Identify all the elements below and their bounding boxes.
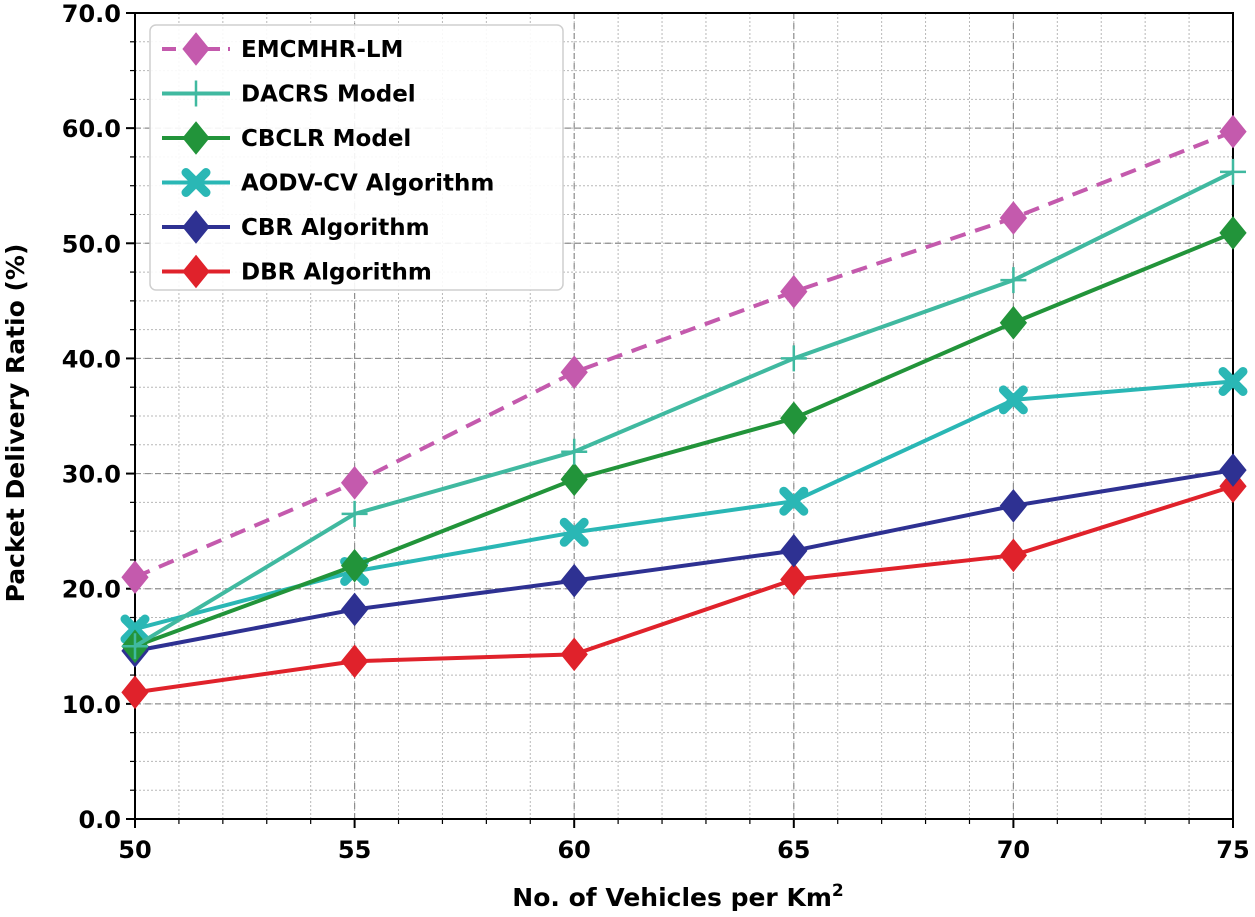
y-tick-label: 30.0 (62, 461, 121, 489)
data-point (121, 560, 149, 594)
legend-item-cbclr-model: CBCLR Model (162, 121, 411, 155)
y-tick-label: 0.0 (78, 806, 121, 834)
data-point (560, 355, 588, 390)
data-point (780, 562, 808, 597)
data-point (780, 274, 808, 309)
data-point (340, 592, 369, 627)
y-tick-label: 50.0 (62, 230, 121, 258)
data-point (560, 462, 588, 497)
legend-marker (183, 80, 209, 107)
data-point (998, 385, 1028, 415)
legend-marker (181, 168, 211, 197)
data-point (561, 438, 588, 465)
series-line (133, 170, 1234, 648)
data-point (1220, 158, 1246, 185)
data-point (341, 500, 368, 527)
legend-item-emcmhr-lm: EMCMHR-LM (162, 32, 403, 66)
y-axis-title: Packet Delivery Ratio (%) (1, 244, 30, 603)
series-dacrs-model (122, 158, 1246, 660)
legend-marker (182, 32, 210, 66)
legend-item-dacrs-model: DACRS Model (162, 80, 416, 108)
data-point (1000, 267, 1027, 294)
series-line (134, 231, 1234, 649)
data-point (1219, 216, 1247, 250)
y-tick-label: 70.0 (62, 0, 121, 28)
series-line (134, 484, 1234, 695)
y-tick-label: 60.0 (62, 115, 121, 143)
data-point (999, 489, 1028, 523)
x-tick-label: 75 (1216, 836, 1249, 864)
legend-label: AODV-CV Algorithm (241, 171, 494, 197)
axes: 50 55 60 65 70 75 0.0 10.0 20.0 30.0 40.0 50.0 60.0 7… (62, 0, 1250, 864)
y-tick-label: 20.0 (62, 576, 121, 604)
data-point (1219, 453, 1247, 487)
series-line (134, 129, 1234, 580)
series-layer (120, 114, 1248, 710)
x-axis-title-superscript: 2 (832, 881, 844, 901)
y-tick-label: 10.0 (62, 691, 121, 719)
grid (134, 12, 1234, 820)
series-line (134, 468, 1234, 653)
series-cbr-algorithm (121, 453, 1247, 668)
data-point (340, 644, 369, 679)
data-point (999, 305, 1028, 340)
series-line (134, 379, 1234, 631)
legend-item-aodv-cv-algorithm: AODV-CV Algorithm (162, 168, 494, 197)
legend-box (149, 24, 564, 291)
legend-label: DACRS Model (241, 82, 416, 108)
x-axis-title-main: No. of Vehicles per Km (512, 883, 832, 912)
legend-label: EMCMHR-LM (241, 37, 403, 63)
legend-marker (182, 210, 210, 244)
legend-label: CBR Algorithm (241, 215, 430, 241)
legend-label: DBR Algorithm (241, 260, 432, 286)
data-point (780, 401, 808, 436)
x-axis-title: No. of Vehicles per Km2 (512, 881, 843, 912)
x-tick-label: 70 (997, 836, 1030, 864)
data-point (780, 533, 808, 568)
data-point (122, 633, 148, 660)
legend: EMCMHR-LM DACRS Model CBCLR Model AODV-CV A… (149, 24, 564, 291)
data-point (780, 345, 807, 372)
data-point (121, 675, 149, 710)
legend-label: CBCLR Model (241, 126, 411, 152)
legend-marker (182, 121, 210, 155)
data-point (560, 563, 588, 598)
x-tick-label: 55 (338, 836, 371, 864)
data-point (120, 614, 150, 644)
series-aodv-cv-algorithm (120, 366, 1248, 644)
series-dbr-algorithm (121, 469, 1247, 710)
x-tick-label: 50 (118, 836, 151, 864)
data-point (559, 517, 589, 547)
legend-item-dbr-algorithm: DBR Algorithm (162, 254, 432, 289)
legend-item-cbr-algorithm: CBR Algorithm (162, 210, 430, 244)
data-point (1219, 114, 1247, 149)
x-tick-label: 65 (777, 836, 810, 864)
data-point (340, 465, 369, 500)
x-tick-label: 60 (557, 836, 590, 864)
series-emcmhr-lm (121, 114, 1247, 594)
data-point (999, 201, 1028, 235)
legend-marker (182, 254, 210, 289)
data-point (560, 637, 588, 672)
data-point (1218, 366, 1248, 396)
data-point (779, 486, 809, 516)
data-point (999, 538, 1028, 573)
y-tick-label: 40.0 (62, 345, 121, 373)
data-point (340, 548, 369, 583)
